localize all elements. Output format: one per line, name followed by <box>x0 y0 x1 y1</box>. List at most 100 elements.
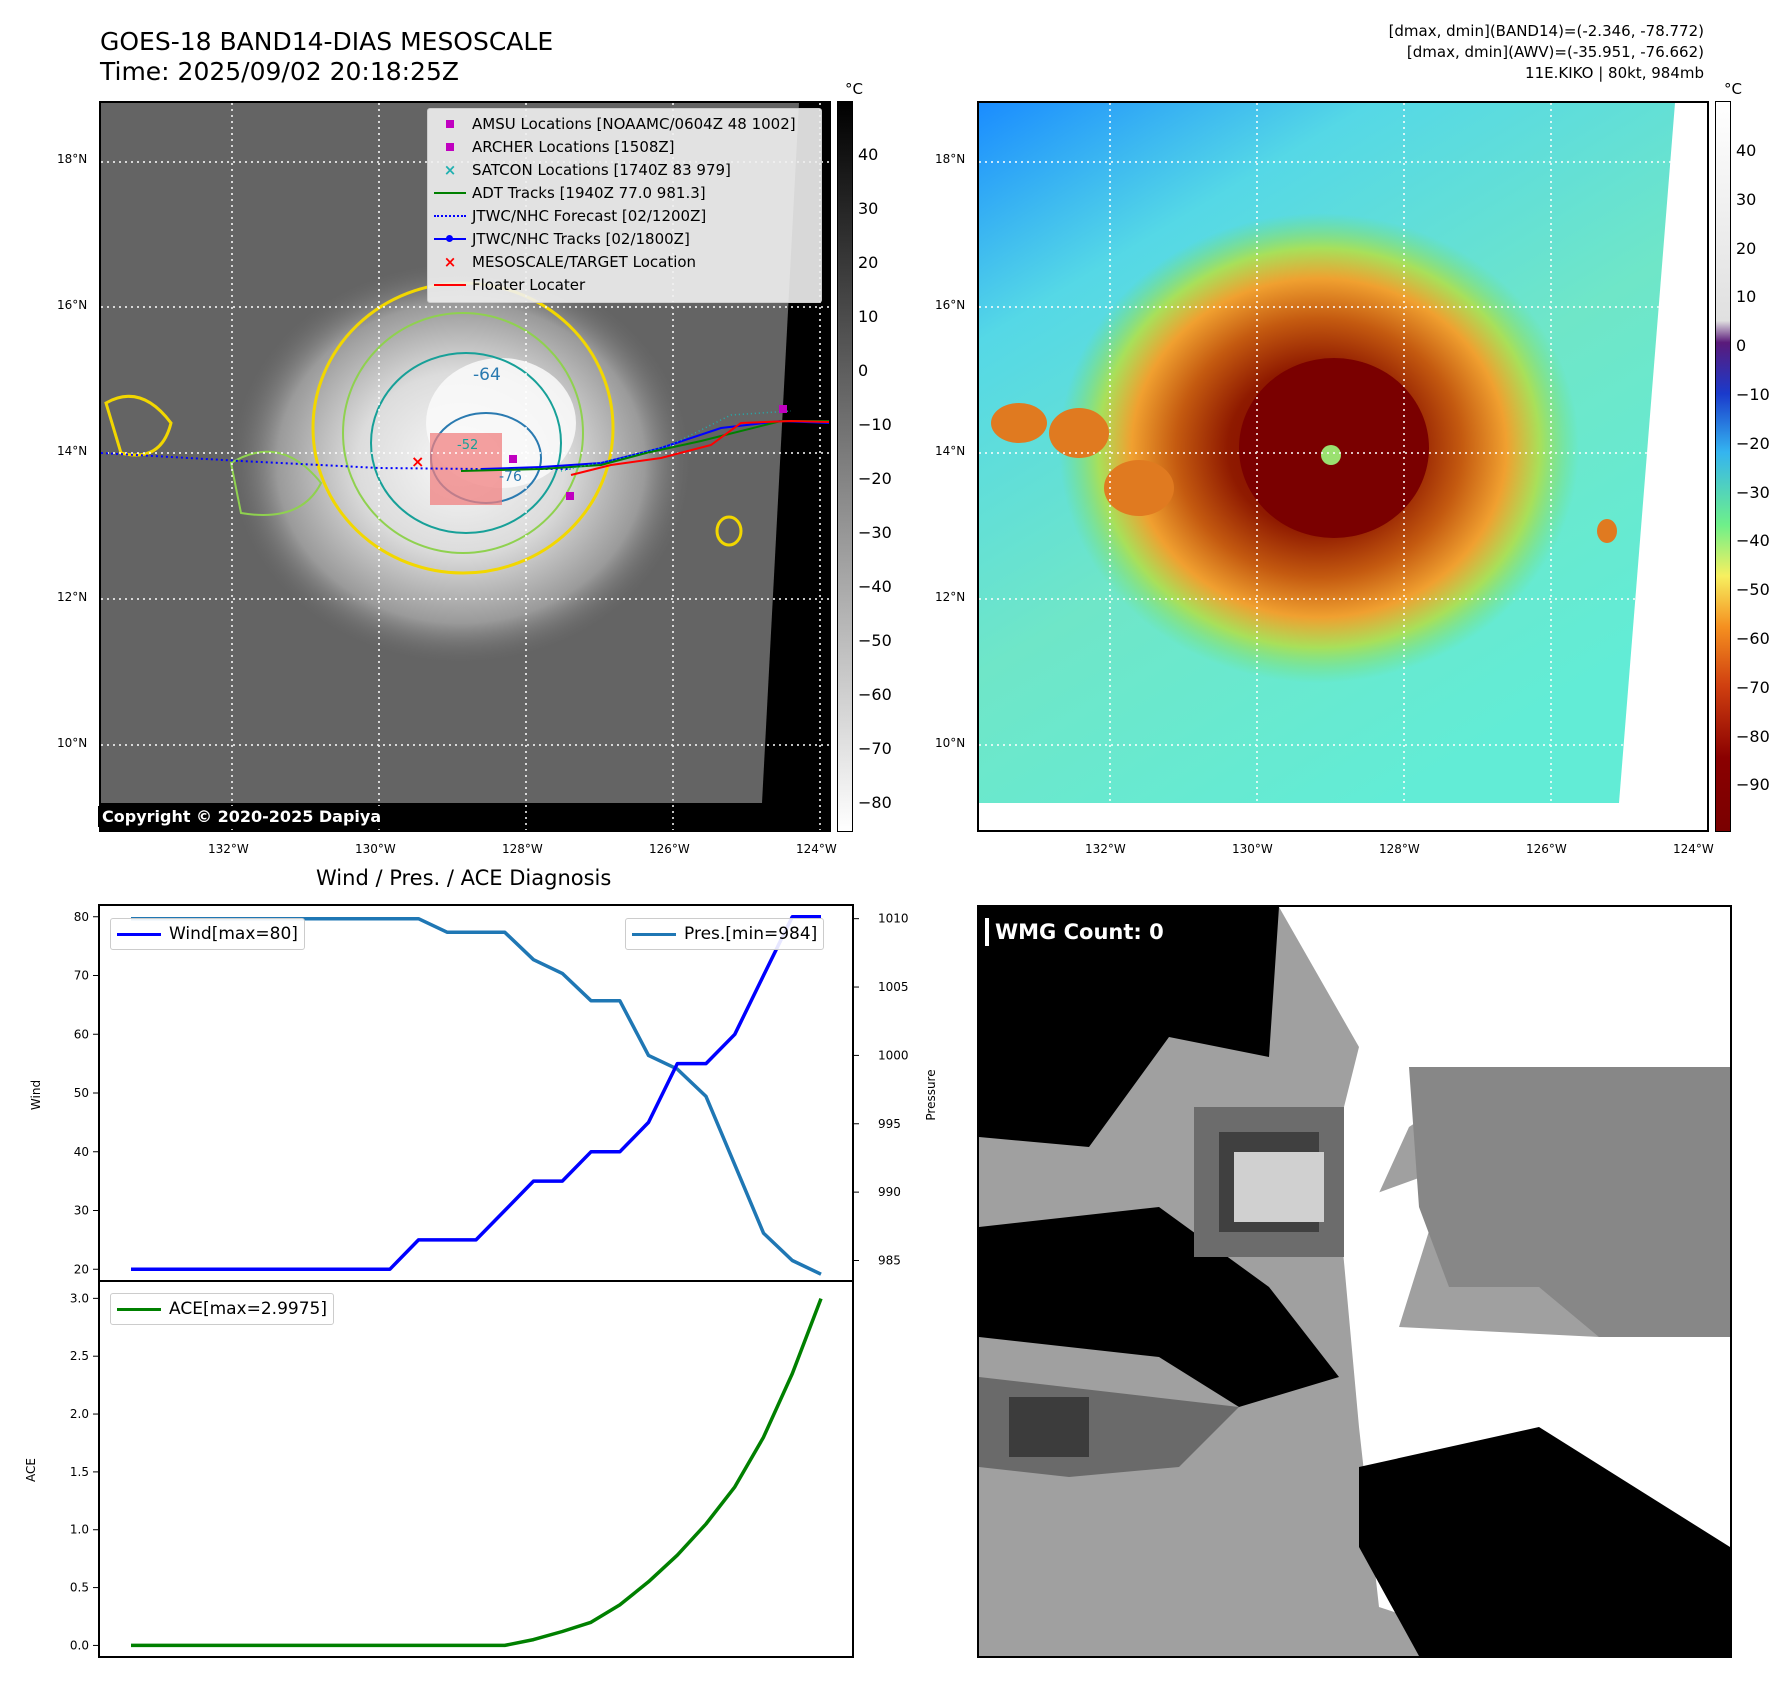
colorbar-tick-label: −60 <box>858 685 892 704</box>
wind-axis-label: Wind <box>29 1080 43 1110</box>
legend-label: ARCHER Locations [1508Z] <box>472 137 675 156</box>
wind-axis: 20 30 40 50 60 70 80 <box>74 910 99 1276</box>
pressure-series-line <box>131 916 822 1276</box>
colorbar-tick-label: 0 <box>858 361 869 380</box>
ace-legend: ACE[max=2.9975] <box>110 1293 334 1325</box>
wind-tick-label: 50 <box>74 1086 89 1100</box>
lon-label: 124°W <box>796 842 837 856</box>
pressure-tick-label: 1005 <box>878 980 909 994</box>
chart-title: GOES-18 BAND14-DIAS MESOSCALE <box>100 27 554 56</box>
ace-tick-label: 1.5 <box>70 1465 89 1479</box>
ace-series-line <box>131 1297 823 1648</box>
wind-legend-label: Wind[max=80] <box>169 924 298 944</box>
colorbar-tick-label: −30 <box>1736 482 1770 502</box>
legend-item-adt: ADT Tracks [1940Z 77.0 981.3] <box>428 181 821 204</box>
chart-time: Time: 2025/09/02 20:18:25Z <box>100 57 459 86</box>
archer-marker-center <box>509 455 517 463</box>
line-icon <box>117 932 161 936</box>
pressure-tick-label: 1010 <box>878 912 909 926</box>
lat-label: 12°N <box>57 590 88 604</box>
ace-tick-label: 1.0 <box>70 1523 89 1537</box>
colorbar-tick-label: −70 <box>858 739 892 758</box>
ace-axis-label: ACE <box>24 1458 38 1482</box>
colorbar-tick-label: 10 <box>858 307 879 326</box>
diagnosis-title: Wind / Pres. / ACE Diagnosis <box>316 866 612 890</box>
ace-tick-label: 3.0 <box>70 1291 89 1305</box>
wind-legend: Wind[max=80] <box>110 918 305 950</box>
wind-tick-label: 20 <box>74 1262 89 1276</box>
colorbar-tick-label: −40 <box>1736 531 1770 551</box>
contour-teal <box>370 352 562 534</box>
line-icon <box>434 191 466 194</box>
map-legend: AMSU Locations [NOAAMC/0604Z 48 1002] AR… <box>427 108 822 303</box>
wmg-panel <box>977 905 1732 1658</box>
pressure-tick-label: 985 <box>878 1253 901 1267</box>
lat-label: 16°N <box>57 298 88 312</box>
colorbar-tick-label: −10 <box>1736 385 1770 404</box>
ace-tick-label: 0.5 <box>70 1581 89 1595</box>
info-awv: [dmax, dmin](AWV)=(-35.951, -76.662) <box>1406 43 1704 61</box>
colorbar-tick-label: −10 <box>858 415 892 434</box>
color-map-gridlines <box>979 103 1707 830</box>
colorbar-tick-label: 10 <box>1736 287 1757 307</box>
color-map-panel <box>977 101 1709 832</box>
wmg-gray-e <box>1409 1067 1730 1337</box>
wmg-svg <box>979 907 1730 1656</box>
colorbar-tick-label: 20 <box>858 253 879 272</box>
line-dot-icon <box>434 234 466 242</box>
archer-marker <box>779 405 787 413</box>
ace-tick-label: 2.5 <box>70 1349 89 1363</box>
color-colorbar-unit: °C <box>1724 80 1742 98</box>
colorbar-tick-label: −40 <box>858 577 892 596</box>
satcon-track <box>560 410 792 472</box>
lon-label: 130°W <box>355 842 396 856</box>
amsu-marker <box>566 492 574 500</box>
contour-label-64: -64 <box>473 365 501 385</box>
legend-item-floater: Floater Locater <box>428 273 821 296</box>
pressure-axis-label: Pressure <box>924 1069 938 1120</box>
contour-green <box>342 312 584 554</box>
info-band14: [dmax, dmin](BAND14)=(-2.346, -78.772) <box>1388 22 1704 40</box>
contour-east-cell <box>715 515 743 547</box>
square-icon <box>446 119 454 128</box>
line-icon <box>632 932 676 936</box>
pressure-tick-label: 995 <box>878 1117 901 1131</box>
lat-label: 14°N <box>935 444 966 458</box>
legend-item-satcon: × SATCON Locations [1740Z 83 979] <box>428 158 821 181</box>
wind-tick-label: 70 <box>74 969 89 983</box>
color-map-svg <box>979 103 1707 830</box>
colorbar-tick-label: 30 <box>1736 189 1757 209</box>
wind-tick-label: 40 <box>74 1145 89 1159</box>
lon-label: 124°W <box>1673 842 1714 856</box>
cell-west-2 <box>1049 408 1109 458</box>
colorbar-tick-label: 0 <box>1736 336 1747 356</box>
wmg-dark-cell <box>1009 1397 1089 1457</box>
lat-label: 12°N <box>935 590 966 604</box>
wind-pressure-frame <box>98 904 854 1282</box>
line-icon <box>434 283 466 286</box>
ace-legend-label: ACE[max=2.9975] <box>169 1299 327 1319</box>
legend-label: ADT Tracks [1940Z 77.0 981.3] <box>472 183 706 202</box>
cell-west-3 <box>1104 460 1174 516</box>
ace-axis: 0.0 0.5 1.0 1.5 2.0 2.5 3.0 <box>70 1291 99 1652</box>
colorbar-tick-label: −50 <box>858 631 892 650</box>
cell-east <box>1597 519 1617 543</box>
legend-label: JTWC/NHC Tracks [02/1800Z] <box>472 229 690 248</box>
lon-label: 128°W <box>502 842 543 856</box>
lat-label: 16°N <box>935 298 966 312</box>
copyright-label: Copyright © 2020-2025 Dapiya <box>98 806 386 827</box>
wind-tick-label: 60 <box>74 1027 89 1041</box>
storm-eye <box>1321 445 1341 465</box>
ace-tick-label: 2.0 <box>70 1407 89 1421</box>
colorbar-tick-label: 30 <box>858 199 879 218</box>
legend-label: AMSU Locations [NOAAMC/0604Z 48 1002] <box>472 114 796 133</box>
contour-west-green <box>229 450 323 516</box>
lon-label: 130°W <box>1232 842 1273 856</box>
floater-track <box>570 419 829 476</box>
lon-label: 126°W <box>1526 842 1567 856</box>
contour-label-76: -76 <box>499 469 522 485</box>
wmg-white-ne <box>1279 907 1730 1237</box>
square-icon <box>446 142 454 151</box>
lon-label: 128°W <box>1379 842 1420 856</box>
target-x-marker: × <box>411 452 424 471</box>
